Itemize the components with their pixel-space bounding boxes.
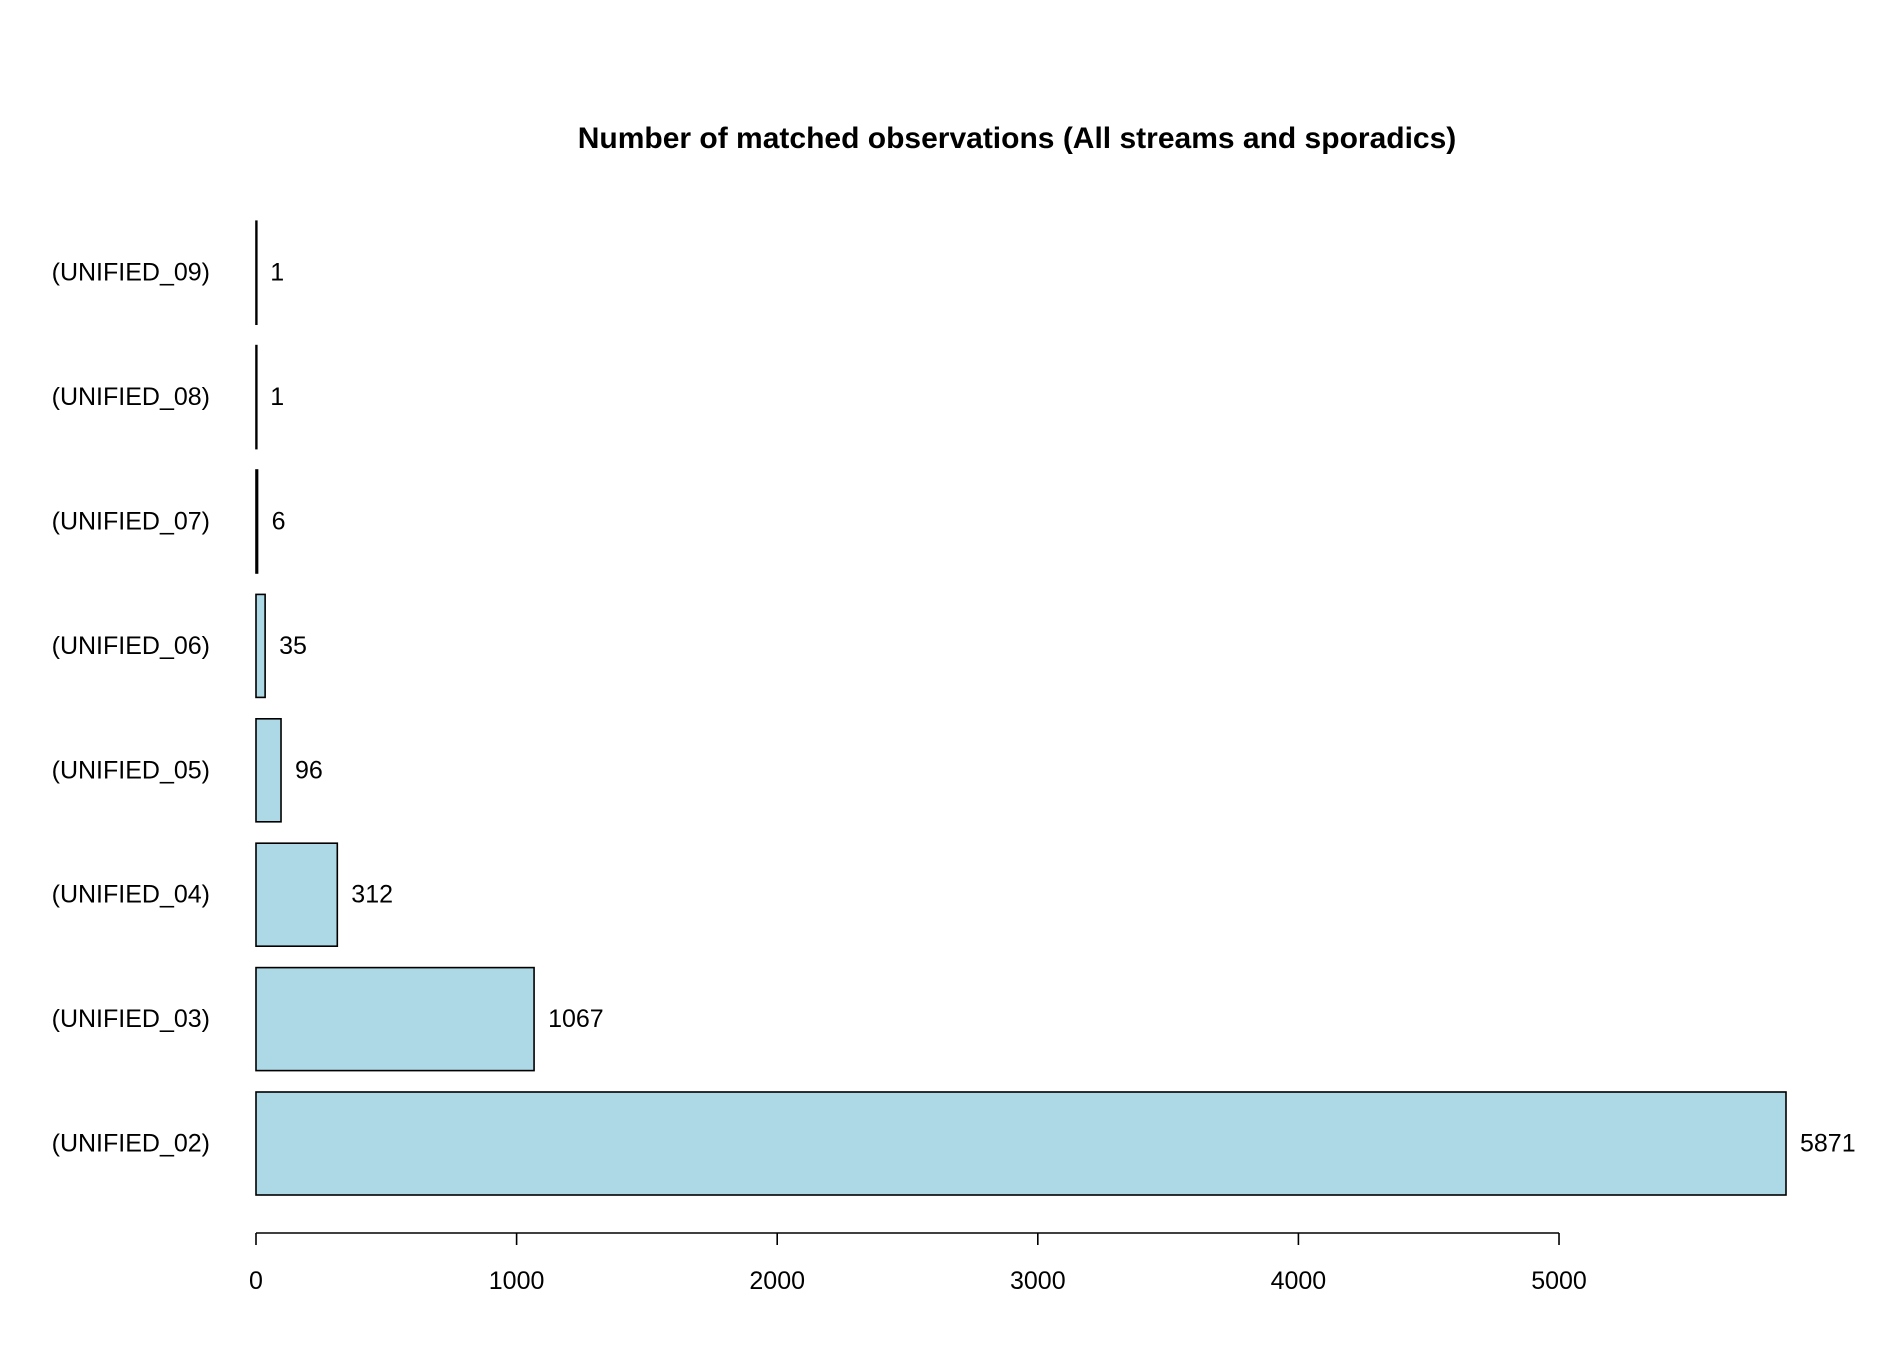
- bar: [255, 1091, 1787, 1196]
- bar: [255, 220, 258, 325]
- category-labels-group: (UNIFIED_02) (UNIFIED_03) (UNIFIED_04) (UNI…: [52, 259, 210, 1158]
- bar: [255, 717, 282, 823]
- category-label: (UNIFIED_08): [52, 383, 210, 411]
- x-tick-label: 3000: [1010, 1267, 1066, 1295]
- value-label: 35: [279, 632, 307, 660]
- value-label: 96: [295, 756, 323, 784]
- x-tick-label: 4000: [1271, 1267, 1327, 1295]
- bar: [255, 842, 339, 948]
- bar: [255, 593, 266, 699]
- value-label: 1067: [548, 1005, 604, 1033]
- x-tick-label: 0: [249, 1267, 263, 1295]
- category-label: (UNIFIED_05): [52, 756, 210, 784]
- category-label: (UNIFIED_09): [52, 259, 210, 287]
- x-tick-label: 2000: [749, 1267, 805, 1295]
- value-label: 1: [270, 259, 284, 287]
- category-label: (UNIFIED_06): [52, 632, 210, 660]
- category-label: (UNIFIED_04): [52, 881, 210, 909]
- x-tick-label: 5000: [1531, 1267, 1587, 1295]
- value-label: 312: [351, 881, 393, 909]
- x-axis: 0 1000 2000 3000 4000 5000: [249, 1232, 1587, 1295]
- bar: [255, 966, 535, 1072]
- x-tick-label: 1000: [489, 1267, 545, 1295]
- value-label: 1: [270, 383, 284, 411]
- value-labels-group: 5871 1067 312 96 35 6 1 1: [270, 259, 1855, 1158]
- category-label: (UNIFIED_03): [52, 1005, 210, 1033]
- value-label: 6: [272, 508, 286, 536]
- bar: [255, 344, 258, 450]
- bars-group: [255, 220, 1787, 1196]
- value-label: 5871: [1800, 1130, 1856, 1158]
- bar: [255, 469, 259, 574]
- chart-title: Number of matched observations (All stre…: [578, 122, 1457, 155]
- category-label: (UNIFIED_07): [52, 508, 210, 536]
- category-label: (UNIFIED_02): [52, 1130, 210, 1158]
